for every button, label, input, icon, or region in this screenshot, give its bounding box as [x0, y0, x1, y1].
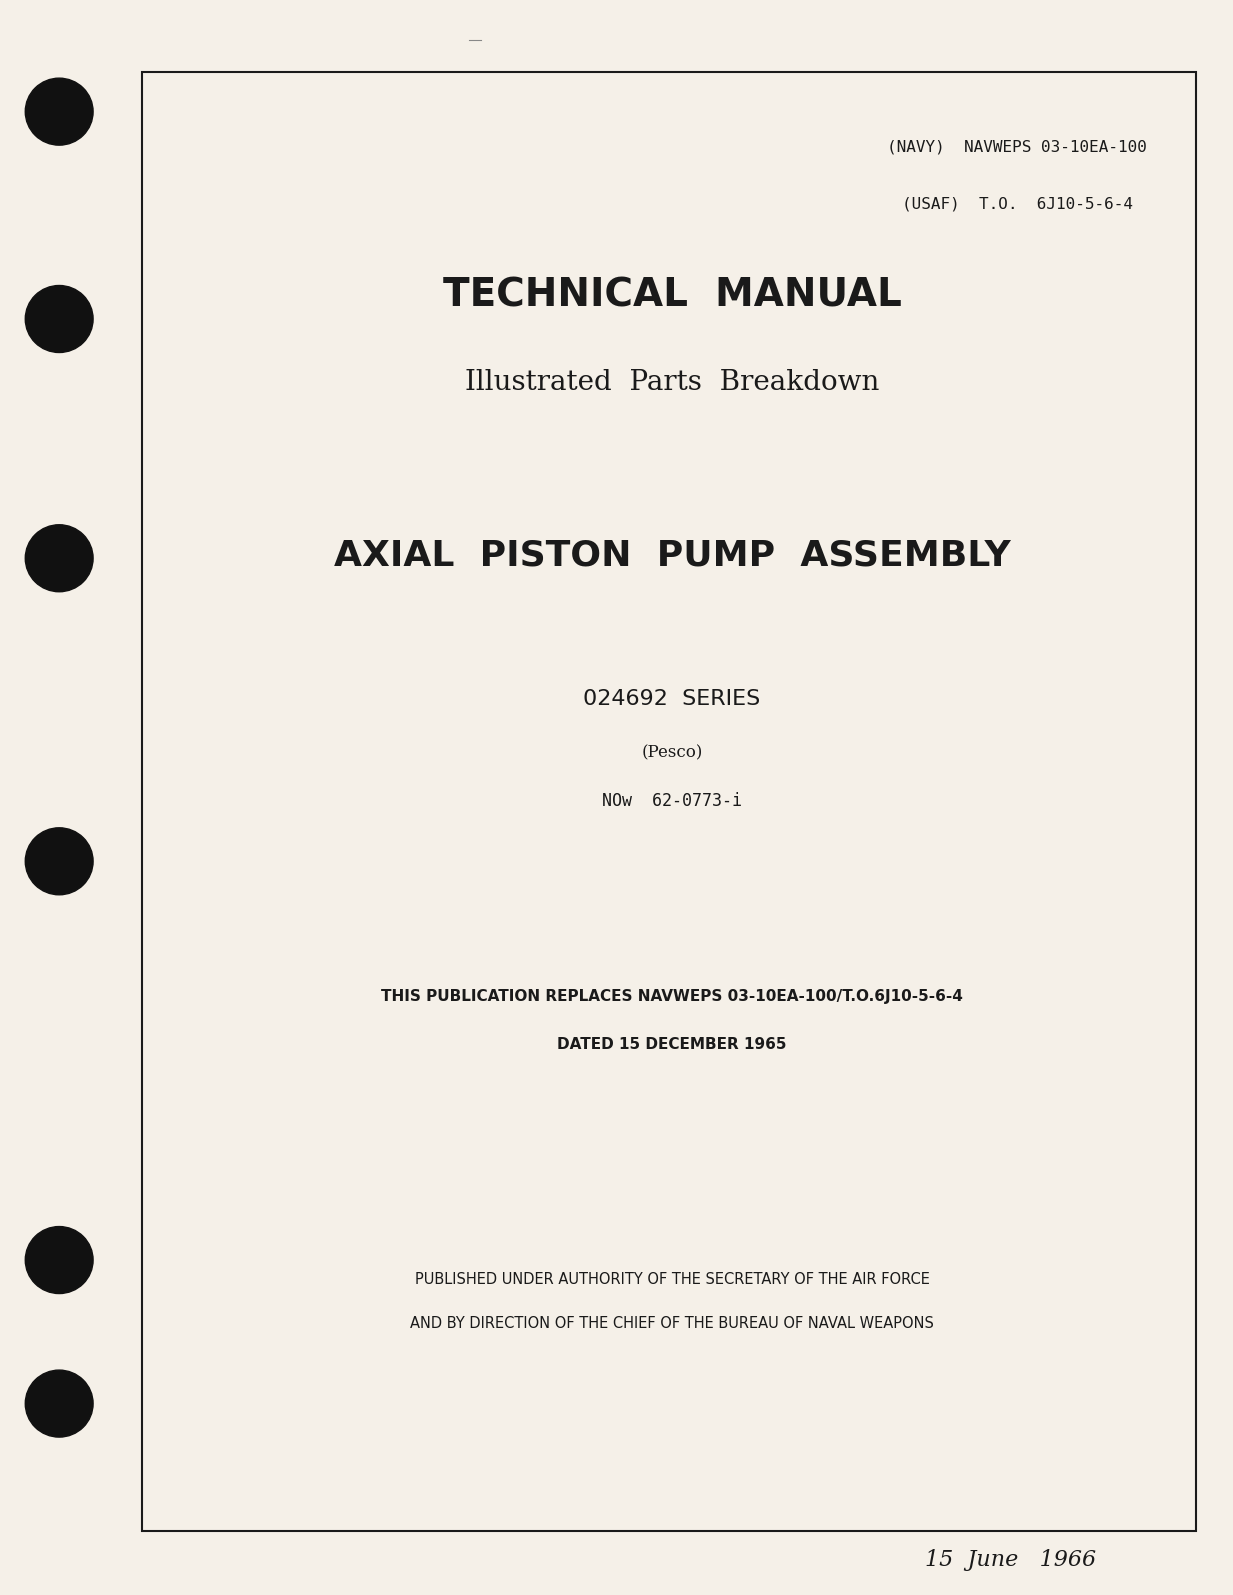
Ellipse shape — [26, 1227, 94, 1294]
Text: (USAF)  T.O.  6J10-5-6-4: (USAF) T.O. 6J10-5-6-4 — [901, 196, 1133, 212]
Text: AND BY DIRECTION OF THE CHIEF OF THE BUREAU OF NAVAL WEAPONS: AND BY DIRECTION OF THE CHIEF OF THE BUR… — [411, 1316, 933, 1332]
Text: THIS PUBLICATION REPLACES NAVWEPS 03-10EA-100/T.O.6J10-5-6-4: THIS PUBLICATION REPLACES NAVWEPS 03-10E… — [381, 989, 963, 1005]
Text: DATED 15 DECEMBER 1965: DATED 15 DECEMBER 1965 — [557, 1037, 787, 1053]
Text: NOw  62-0773-i: NOw 62-0773-i — [602, 791, 742, 810]
Text: PUBLISHED UNDER AUTHORITY OF THE SECRETARY OF THE AIR FORCE: PUBLISHED UNDER AUTHORITY OF THE SECRETA… — [414, 1271, 930, 1287]
Text: TECHNICAL  MANUAL: TECHNICAL MANUAL — [443, 276, 901, 314]
Text: (Pesco): (Pesco) — [641, 745, 703, 761]
Text: (NAVY)  NAVWEPS 03-10EA-100: (NAVY) NAVWEPS 03-10EA-100 — [888, 139, 1147, 155]
Ellipse shape — [26, 525, 94, 592]
Text: AXIAL  PISTON  PUMP  ASSEMBLY: AXIAL PISTON PUMP ASSEMBLY — [334, 538, 1010, 573]
Ellipse shape — [26, 828, 94, 895]
Text: 024692  SERIES: 024692 SERIES — [583, 689, 761, 708]
Ellipse shape — [26, 78, 94, 145]
Ellipse shape — [26, 1370, 94, 1437]
Text: Illustrated  Parts  Breakdown: Illustrated Parts Breakdown — [465, 370, 879, 396]
Bar — [142, 72, 1196, 1531]
Text: 15  June   1966: 15 June 1966 — [926, 1549, 1096, 1571]
Ellipse shape — [26, 286, 94, 352]
